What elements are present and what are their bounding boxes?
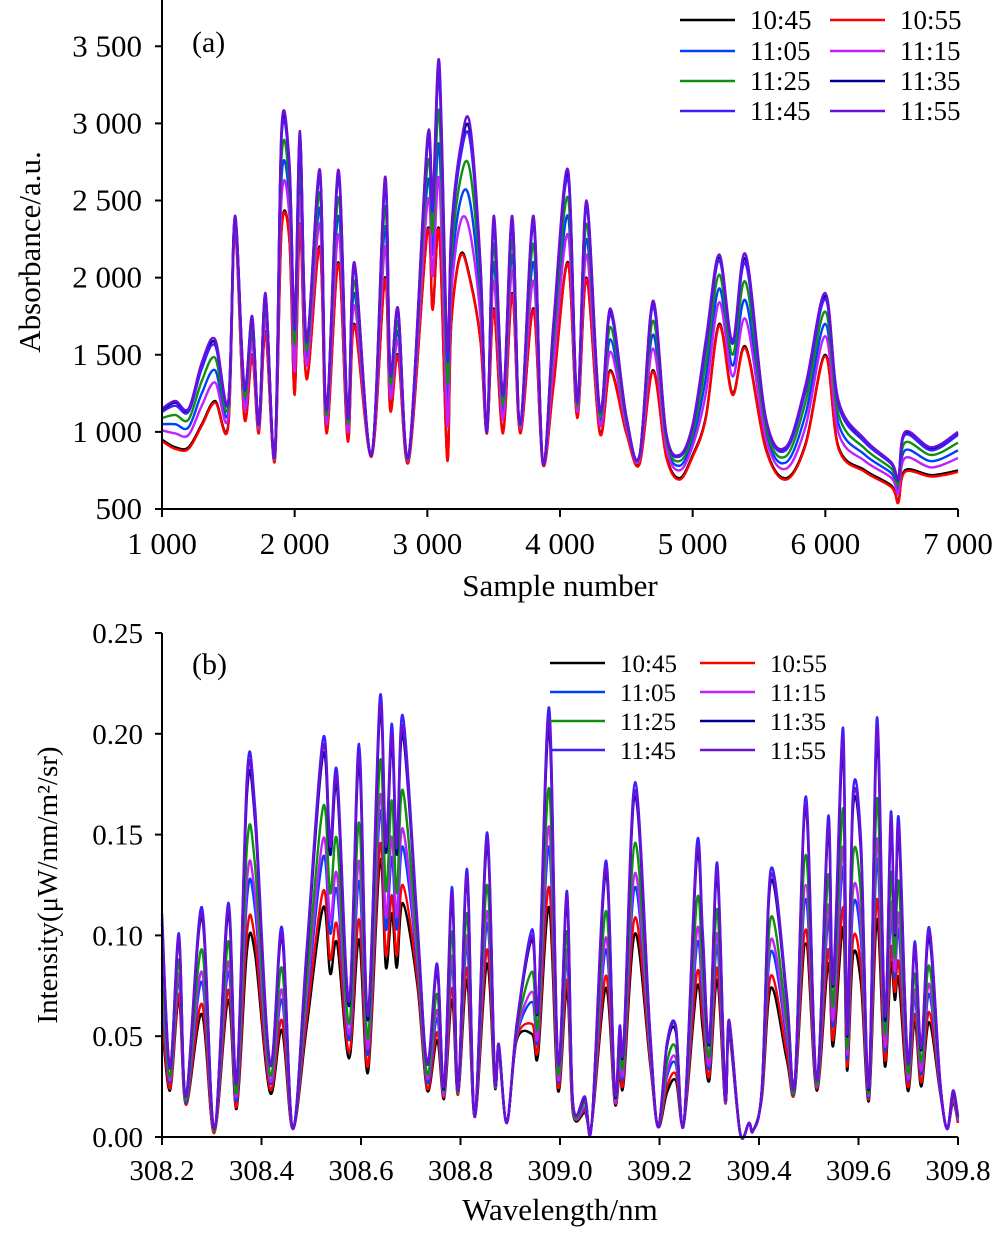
panel-b-legend-label: 11:25 bbox=[620, 709, 676, 736]
panel-b-intensity-chart: (b) Wavelength/nm Intensity(μW/nm/m²/sr)… bbox=[32, 618, 991, 1227]
panel-b-y-tick-label: 0.25 bbox=[92, 618, 143, 650]
panel-a-x-axis-title: Sample number bbox=[462, 568, 658, 603]
panel-b-x-tick-label: 309.2 bbox=[627, 1155, 692, 1187]
panel-a-legend-label: 11:45 bbox=[750, 96, 811, 126]
panel-b-y-tick-label: 0.10 bbox=[92, 920, 143, 952]
panel-a-x-tick-label: 5 000 bbox=[658, 526, 728, 561]
panel-b-label: (b) bbox=[192, 648, 227, 681]
panel-a-y-tick-label: 2 000 bbox=[72, 260, 142, 295]
panel-a-y-tick-label: 3 500 bbox=[72, 28, 142, 63]
panel-a-y-tick-label: 2 500 bbox=[72, 183, 142, 218]
panel-b-x-tick-label: 308.4 bbox=[229, 1155, 295, 1187]
panel-b-x-tick-label: 308.6 bbox=[328, 1155, 393, 1187]
panel-b-legend-label: 11:05 bbox=[620, 680, 676, 707]
panel-a-legend-label: 10:55 bbox=[900, 5, 962, 35]
panel-b-y-tick-label: 0.15 bbox=[92, 820, 143, 852]
panel-b-y-tick-label: 0.05 bbox=[92, 1021, 143, 1053]
panel-b-series-line-1155 bbox=[160, 701, 960, 1140]
panel-a-x-tick-label: 2 000 bbox=[260, 526, 330, 561]
panel-b-legend-label: 10:55 bbox=[770, 651, 827, 678]
panel-a-legend-label: 11:05 bbox=[750, 36, 811, 66]
panel-a-legend-label: 11:35 bbox=[900, 66, 961, 96]
panel-b-legend-label: 11:55 bbox=[770, 738, 826, 765]
panel-a-x-tick-label: 3 000 bbox=[392, 526, 462, 561]
panel-b-legend-label: 11:15 bbox=[770, 680, 826, 707]
panel-b-y-tick-label: 0.20 bbox=[92, 719, 143, 751]
panel-b-legend-label: 11:35 bbox=[770, 709, 826, 736]
panel-a-y-axis-title: Absorbance/a.u. bbox=[12, 151, 47, 352]
panel-b-x-axis-title: Wavelength/nm bbox=[462, 1192, 658, 1227]
panel-a-y-tick-label: 1 000 bbox=[72, 414, 142, 449]
panel-b-y-tick-label: 0.00 bbox=[92, 1122, 143, 1154]
panel-b-x-tick-label: 309.8 bbox=[925, 1155, 990, 1187]
panel-b-x-tick-label: 308.2 bbox=[129, 1155, 194, 1187]
panel-a-x-tick-label: 6 000 bbox=[790, 526, 860, 561]
panel-a-legend-label: 11:25 bbox=[750, 66, 811, 96]
panel-a-absorbance-chart: (a) Sample number Absorbance/a.u. 1 000 2… bbox=[12, 0, 993, 603]
panel-b-x-tick-label: 309.4 bbox=[726, 1155, 792, 1187]
panel-a-y-tick-label: 3 000 bbox=[72, 105, 142, 140]
panel-a-label: (a) bbox=[192, 26, 225, 59]
panel-a-x-tick-label: 1 000 bbox=[127, 526, 197, 561]
panel-a-x-tick-label: 7 000 bbox=[923, 526, 993, 561]
panel-b-legend-label: 11:45 bbox=[620, 738, 676, 765]
panel-a-legend-label: 11:55 bbox=[900, 96, 961, 126]
panel-a-x-tick-label: 4 000 bbox=[525, 526, 595, 561]
panel-a-series-line-1155 bbox=[161, 57, 959, 481]
panel-a-y-tick-label: 500 bbox=[96, 491, 143, 526]
panel-b-legend-label: 10:45 bbox=[620, 651, 677, 678]
panel-b-y-axis-title: Intensity(μW/nm/m²/sr) bbox=[32, 746, 64, 1023]
panel-a-y-tick-label: 1 500 bbox=[72, 337, 142, 372]
panel-a-legend: 10:45 10:55 11:05 11:15 11:25 11:35 11:45 11:55 bbox=[680, 5, 962, 126]
panel-b-legend: 10:45 10:55 11:05 11:15 11:25 11:35 11:45 11:55 bbox=[550, 651, 827, 765]
panel-a-legend-label: 11:15 bbox=[900, 36, 961, 66]
panel-b-x-tick-label: 309.6 bbox=[826, 1155, 891, 1187]
panel-b-x-tick-label: 308.8 bbox=[428, 1155, 493, 1187]
panel-a-legend-label: 10:45 bbox=[750, 5, 812, 35]
panel-b-x-tick-label: 309.0 bbox=[527, 1155, 592, 1187]
